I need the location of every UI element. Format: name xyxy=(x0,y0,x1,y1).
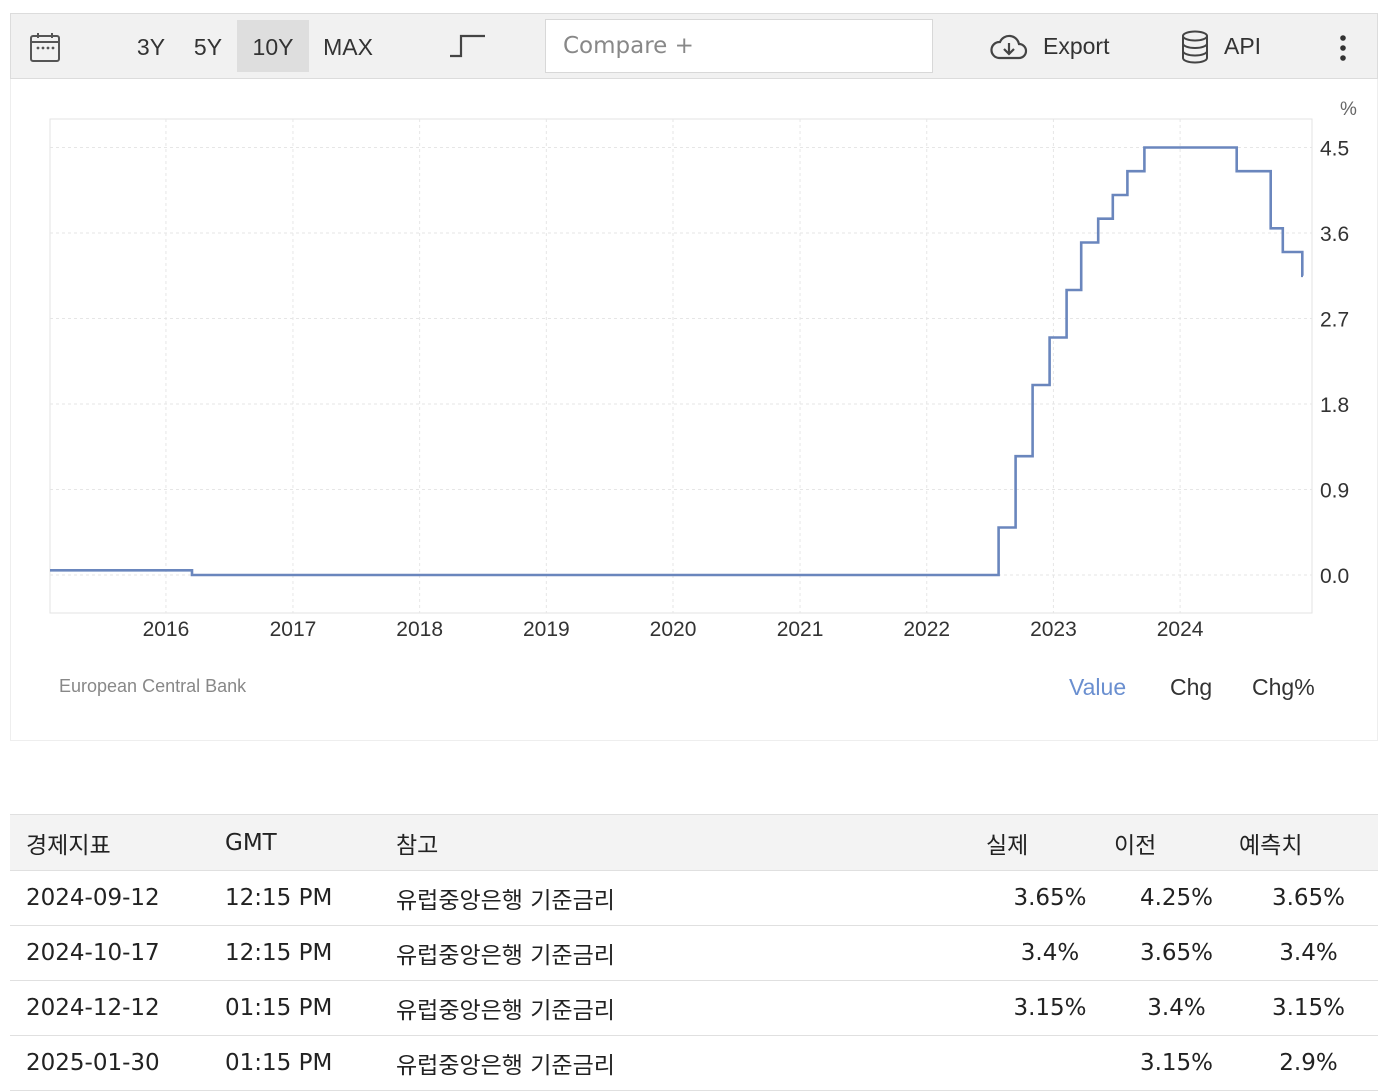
x-tick-label: 2021 xyxy=(777,618,824,641)
col-header-reference: 참고 xyxy=(396,814,986,871)
chart-source: European Central Bank xyxy=(59,676,247,696)
x-tick-label: 2020 xyxy=(650,618,697,641)
cell-forecast: 2.9% xyxy=(1239,1035,1378,1091)
view-tab-chg[interactable]: Chg xyxy=(1170,674,1213,700)
x-tick-label: 2022 xyxy=(903,618,950,641)
y-tick-label: 4.5 xyxy=(1320,138,1349,161)
cell-actual: 3.65% xyxy=(986,870,1114,926)
y-tick-label: 0.9 xyxy=(1320,480,1349,503)
range-10y-button[interactable]: 10Y xyxy=(237,20,309,72)
col-header-previous: 이전 xyxy=(1114,814,1239,871)
cell-time: 01:15 PM xyxy=(225,980,396,1036)
table-row[interactable]: 2024-10-17 12:15 PM 유럽중앙은행 기준금리 3.4% 3.6… xyxy=(10,925,1378,981)
cloud-download-icon[interactable] xyxy=(989,32,1029,62)
cell-forecast: 3.15% xyxy=(1239,980,1378,1036)
cell-event[interactable]: 유럽중앙은행 기준금리 xyxy=(396,870,986,926)
table-header-row: 경제지표 GMT 참고 실제 이전 예측치 xyxy=(10,814,1378,871)
table-row[interactable]: 2024-09-12 12:15 PM 유럽중앙은행 기준금리 3.65% 4.… xyxy=(10,870,1378,926)
cell-date: 2025-01-30 xyxy=(10,1035,225,1091)
calendar-icon[interactable] xyxy=(29,31,61,63)
cell-previous: 3.15% xyxy=(1114,1035,1239,1091)
series-line xyxy=(50,146,1304,577)
cell-actual xyxy=(986,1035,1114,1091)
cell-date: 2024-09-12 xyxy=(10,870,225,926)
col-header-forecast: 예측치 xyxy=(1239,814,1378,871)
table-row[interactable]: 2025-01-30 01:15 PM 유럽중앙은행 기준금리 3.15% 2.… xyxy=(10,1035,1378,1091)
cell-date: 2024-10-17 xyxy=(10,925,225,981)
more-vertical-icon[interactable] xyxy=(1337,34,1349,62)
table-row[interactable]: 2024-12-12 01:15 PM 유럽중앙은행 기준금리 3.15% 3.… xyxy=(10,980,1378,1036)
x-tick-label: 2024 xyxy=(1157,618,1204,641)
x-tick-label: 2019 xyxy=(523,618,570,641)
compare-input[interactable]: Compare + xyxy=(545,19,933,73)
y-tick-label: 2.7 xyxy=(1320,309,1349,332)
chart-panel: 4.5 3.6 2.7 1.8 0.9 0.0% 2016 2017 2018 2019 2020 2… xyxy=(10,79,1378,741)
cell-actual: 3.4% xyxy=(986,925,1114,981)
cell-previous: 3.4% xyxy=(1114,980,1239,1036)
col-header-gmt: GMT xyxy=(225,814,396,871)
y-tick-label: 0.0 xyxy=(1320,565,1349,588)
col-header-indicator: 경제지표 xyxy=(10,814,225,871)
cell-previous: 3.65% xyxy=(1114,925,1239,981)
cell-forecast: 3.4% xyxy=(1239,925,1378,981)
api-button[interactable]: API xyxy=(1224,33,1262,59)
plot-area xyxy=(49,118,1313,614)
y-tick-label: 1.8 xyxy=(1320,394,1349,417)
col-header-actual: 실제 xyxy=(986,814,1114,871)
range-5y-button[interactable]: 5Y xyxy=(193,34,223,60)
x-tick-label: 2017 xyxy=(270,618,317,641)
x-tick-label: 2016 xyxy=(143,618,190,641)
cell-time: 12:15 PM xyxy=(225,925,396,981)
view-tab-value[interactable]: Value xyxy=(1069,674,1127,700)
cell-event[interactable]: 유럽중앙은행 기준금리 xyxy=(396,1035,986,1091)
cell-previous: 4.25% xyxy=(1114,870,1239,926)
view-tab-chg-pct[interactable]: Chg% xyxy=(1252,674,1315,700)
calendar-table: 경제지표 GMT 참고 실제 이전 예측치 2024-09-12 12:15 P… xyxy=(10,814,1378,1091)
cell-actual: 3.15% xyxy=(986,980,1114,1036)
export-button[interactable]: Export xyxy=(1043,33,1110,59)
y-axis-unit: % xyxy=(1340,99,1357,120)
step-chart-icon[interactable] xyxy=(449,33,489,59)
database-icon[interactable] xyxy=(1181,30,1209,64)
chart-toolbar: 3Y 5Y 10Y MAX Compare + Export API xyxy=(10,13,1378,79)
cell-time: 01:15 PM xyxy=(225,1035,396,1091)
cell-event[interactable]: 유럽중앙은행 기준금리 xyxy=(396,980,986,1036)
x-tick-label: 2023 xyxy=(1030,618,1077,641)
y-tick-label: 3.6 xyxy=(1320,223,1349,246)
x-tick-label: 2018 xyxy=(396,618,443,641)
cell-event[interactable]: 유럽중앙은행 기준금리 xyxy=(396,925,986,981)
cell-time: 12:15 PM xyxy=(225,870,396,926)
cell-date: 2024-12-12 xyxy=(10,980,225,1036)
rate-chart: 4.5 3.6 2.7 1.8 0.9 0.0% 2016 2017 2018 2019 2020 2… xyxy=(49,99,1357,641)
cell-forecast: 3.65% xyxy=(1239,870,1378,926)
range-3y-button[interactable]: 3Y xyxy=(136,34,166,60)
range-max-button[interactable]: MAX xyxy=(323,34,373,60)
